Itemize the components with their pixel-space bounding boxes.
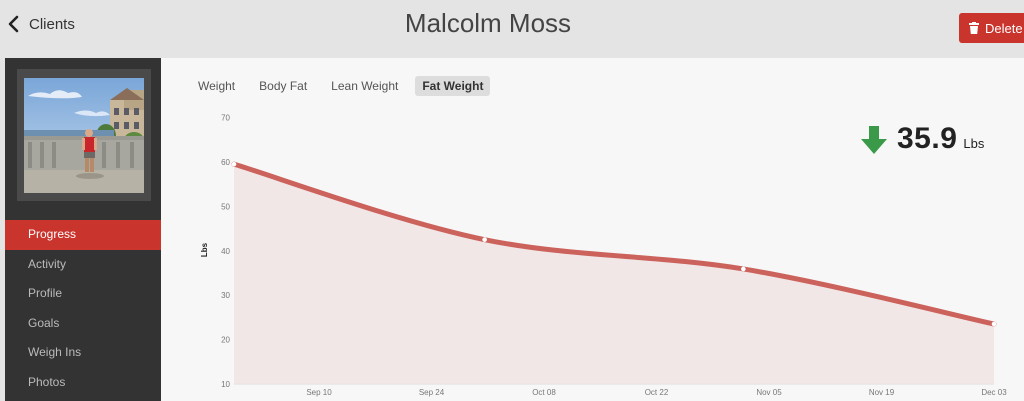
sidebar-item-photos[interactable]: Photos <box>28 374 66 389</box>
data-point <box>231 161 237 167</box>
fat-weight-area <box>234 164 994 384</box>
y-tick-label: 40 <box>221 247 230 256</box>
trash-icon <box>969 22 979 34</box>
y-tick-label: 50 <box>221 202 230 211</box>
x-tick-label: Nov 05 <box>756 388 782 397</box>
current-stat: 35.9 Lbs <box>861 124 984 154</box>
x-tick-label: Sep 10 <box>306 388 332 397</box>
tab-weight[interactable]: Weight <box>198 79 236 93</box>
y-tick-label: 10 <box>221 380 230 389</box>
stat-unit: Lbs <box>963 136 985 151</box>
client-photo[interactable] <box>24 78 144 193</box>
delete-button[interactable]: Delete <box>959 13 1024 43</box>
client-photo-frame <box>17 69 151 201</box>
top-bar: Clients Malcolm Moss Delete <box>0 0 1024 58</box>
x-tick-label: Sep 24 <box>419 388 445 397</box>
tab-lean-weight[interactable]: Lean Weight <box>331 79 399 93</box>
x-tick-label: Nov 19 <box>869 388 895 397</box>
data-point <box>741 266 746 272</box>
sidebar-item-goals[interactable]: Goals <box>28 315 60 330</box>
page-title: Malcolm Moss <box>404 8 572 38</box>
x-tick-label: Dec 03 <box>981 388 1007 397</box>
sidebar-item-progress[interactable]: Progress <box>5 220 171 250</box>
progress-panel: Weight Body Fat Lean Weight Fat Weight 1… <box>161 58 1024 401</box>
sidebar-item-weigh-ins[interactable]: Weigh Ins <box>28 345 82 359</box>
y-axis-label: Lbs <box>200 242 209 257</box>
y-tick-label: 20 <box>221 336 230 345</box>
x-tick-label: Oct 22 <box>645 388 669 397</box>
back-label: Clients <box>29 15 75 33</box>
tab-body-fat[interactable]: Body Fat <box>259 79 308 93</box>
chevron-left-icon <box>8 15 19 33</box>
sidebar-item-profile[interactable]: Profile <box>28 286 63 300</box>
y-tick-label: 30 <box>221 291 230 300</box>
data-point <box>991 321 997 327</box>
metric-tabs: Weight Body Fat Lean Weight Fat Weight <box>191 76 500 96</box>
fat-weight-chart: 10 20 30 40 50 60 70 Sep 10 Sep 24 Oct 08 Oct 22 No… <box>200 114 1007 398</box>
delete-label: Delete <box>985 20 1023 36</box>
y-tick-label: 70 <box>221 114 230 123</box>
arrow-down-icon <box>861 126 887 154</box>
stat-value: 35.9 <box>897 122 958 155</box>
sidebar-item-activity[interactable]: Activity <box>28 256 67 271</box>
fat-weight-line <box>231 161 997 327</box>
sidebar: Progress Activity Profile Goals Weigh In… <box>5 58 171 401</box>
tab-fat-weight[interactable]: Fat Weight <box>415 76 491 96</box>
sidebar-nav: Progress Activity Profile Goals Weigh In… <box>5 220 171 397</box>
back-to-clients-link[interactable]: Clients <box>8 12 75 36</box>
x-tick-label: Oct 08 <box>532 388 556 397</box>
y-tick-label: 60 <box>221 158 230 167</box>
data-point <box>482 237 487 242</box>
